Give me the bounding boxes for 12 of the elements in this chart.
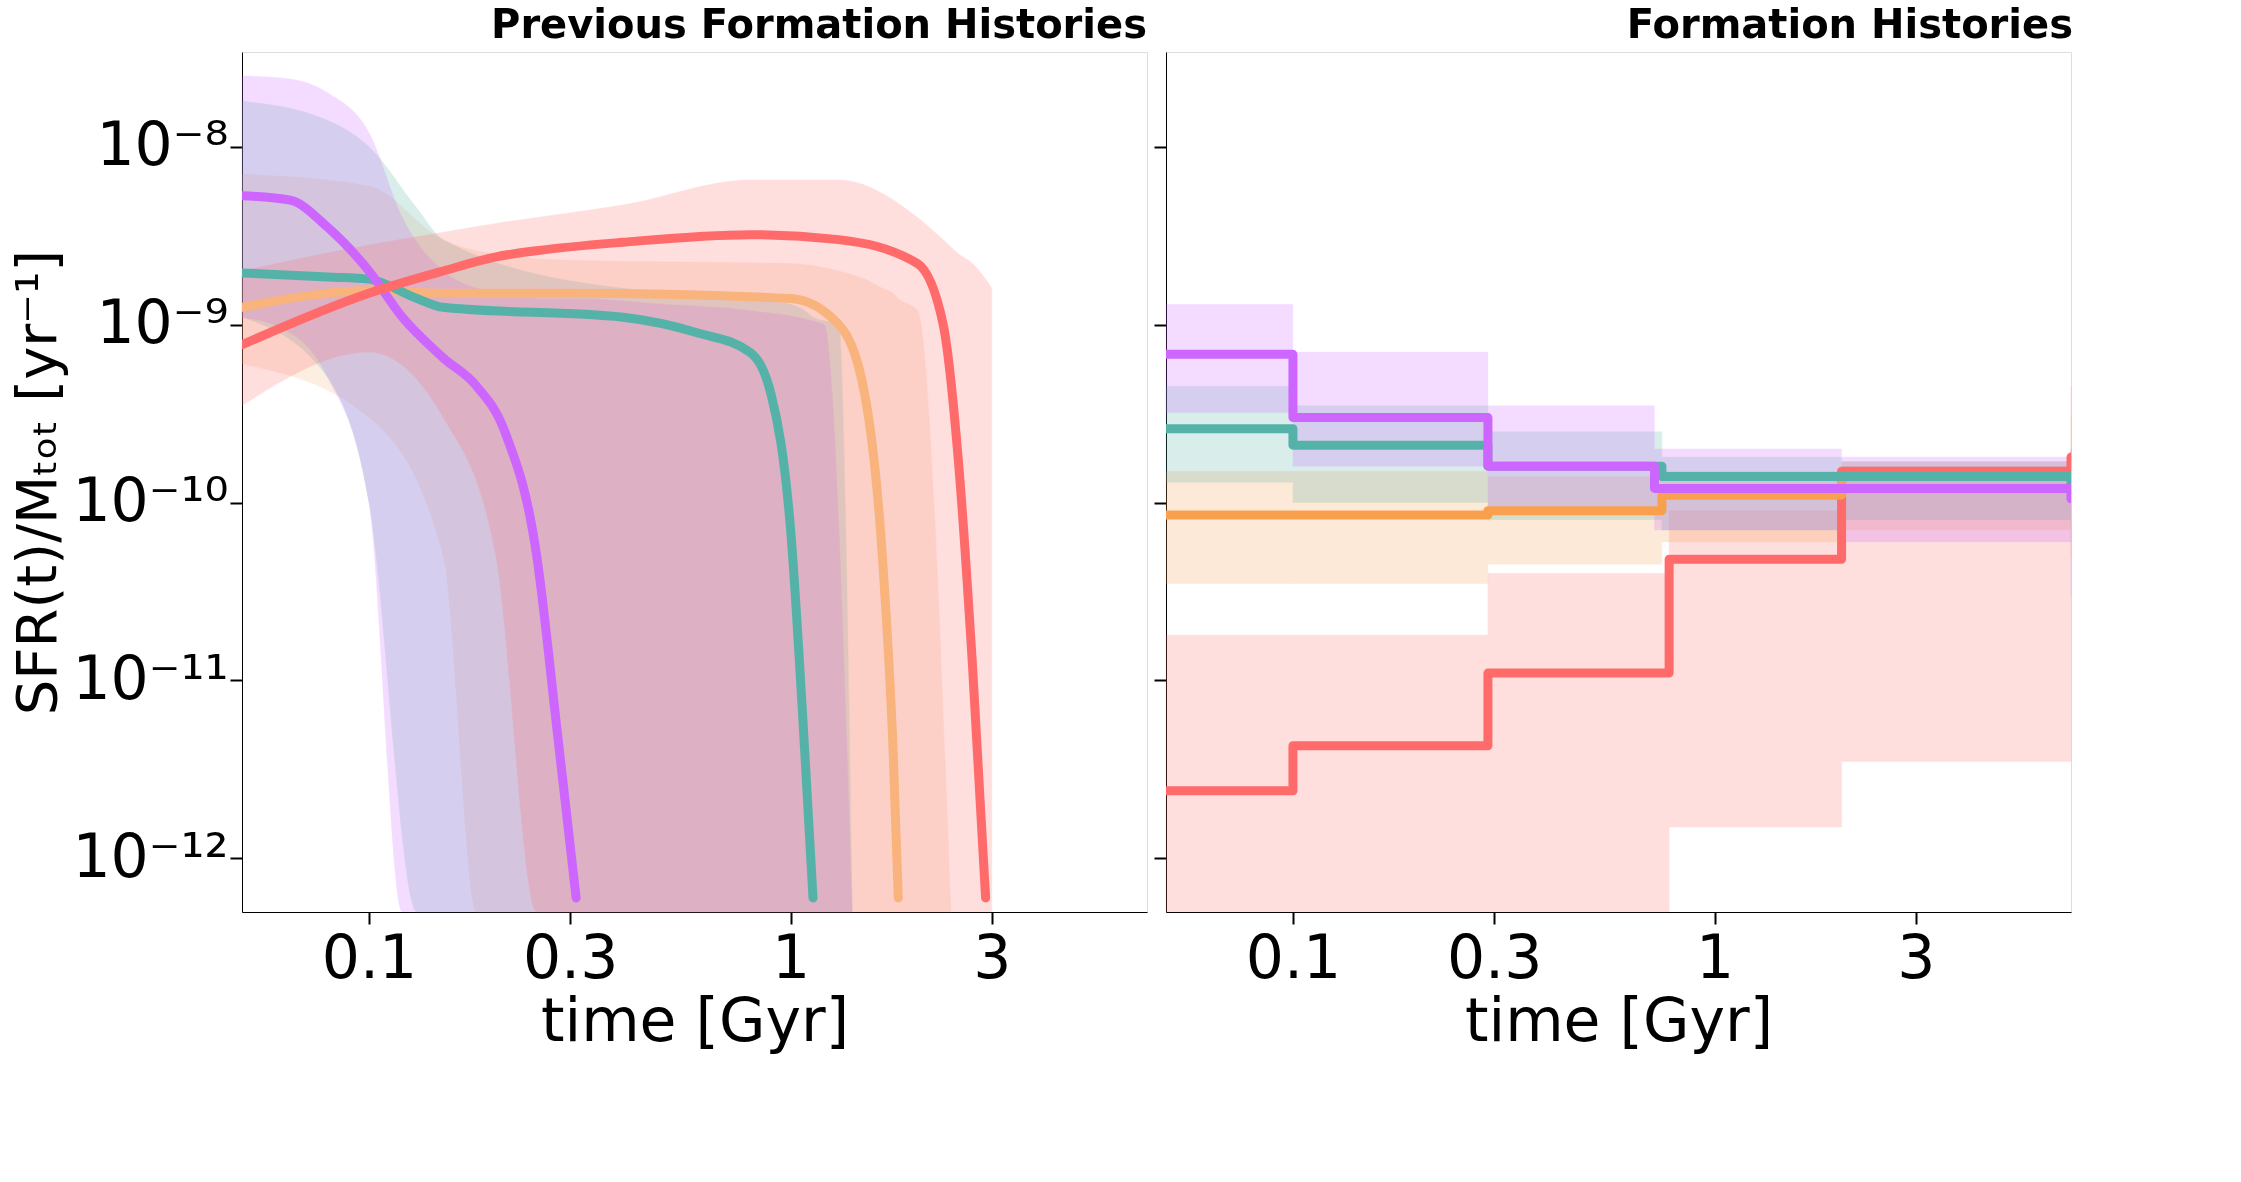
y-tick-label: 10⁻¹⁰ <box>72 465 229 536</box>
y-axis-title: SFR(t)/Mₜₒₜ [yr⁻¹] <box>4 249 70 716</box>
x-tick-label: 3 <box>1897 921 1936 992</box>
y-tick-label: 10⁻¹² <box>72 820 229 891</box>
x-tick-label: 0.1 <box>1245 921 1342 992</box>
y-tick-label: 10⁻⁸ <box>96 109 229 180</box>
y-tick-label: 10⁻⁹ <box>96 287 229 358</box>
x-tick-label: 3 <box>973 921 1012 992</box>
chart-title: Previous Formation Histories <box>491 1 1147 47</box>
chart-title: Formation Histories <box>1626 1 2073 47</box>
y-tick-label: 10⁻¹¹ <box>72 642 229 713</box>
x-tick-label: 0.1 <box>321 921 418 992</box>
